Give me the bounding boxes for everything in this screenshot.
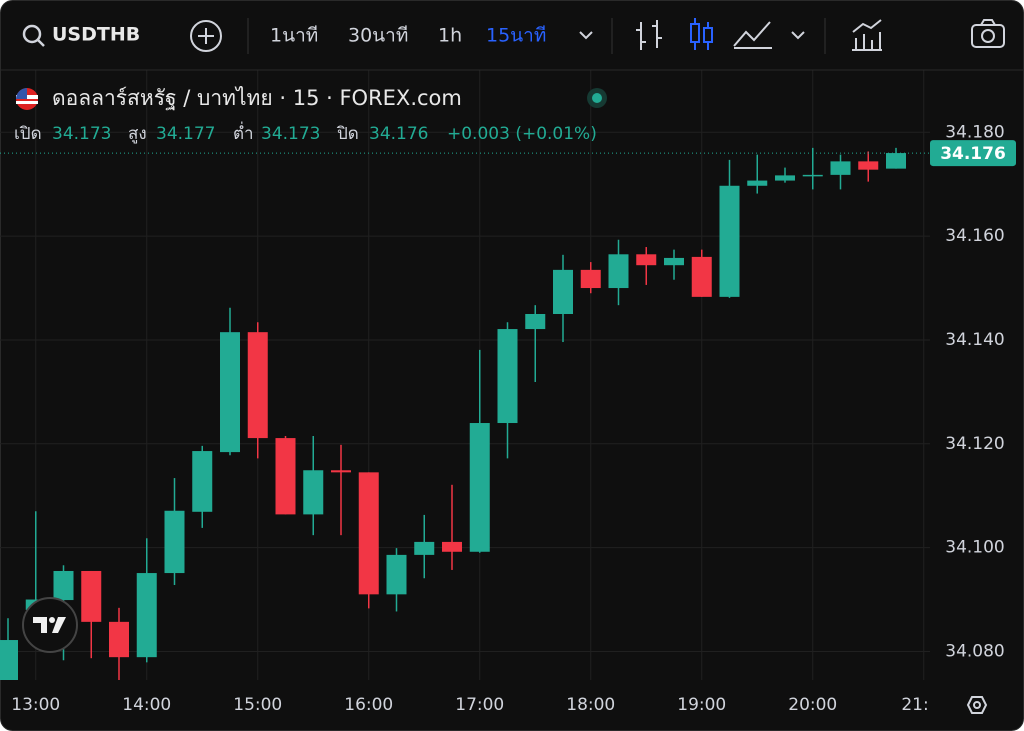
candle-body [608, 254, 629, 289]
candle-body [220, 332, 240, 453]
y-tick-label: 34.180 [945, 122, 1004, 142]
market-status-dot [592, 93, 602, 103]
area-style-button[interactable] [733, 21, 772, 49]
ohlc-value: 34.176 [369, 124, 428, 144]
ohlc-legend: เปิด 34.173 สูง 34.177 ต่ำ 34.173 ปิด 34.176 [14, 121, 428, 144]
candle-body [275, 438, 296, 515]
candle-body [580, 269, 601, 289]
y-tick-label: 34.080 [945, 641, 1004, 661]
intervals: 1นาที 30นาที 1h 15นาที [270, 25, 546, 47]
x-tick-label: 21: [901, 695, 928, 715]
interval[interactable]: 15นาที [486, 25, 546, 47]
candle-body [136, 573, 157, 658]
candle-body [303, 470, 324, 515]
indicators-button[interactable] [852, 19, 882, 51]
x-tick-label: 15:00 [233, 695, 282, 715]
search-button[interactable]: USDTHB [22, 24, 140, 47]
axes: 34.080 34.100 34.120 34.140 34.160 34.180 13:0… [11, 122, 1016, 715]
tradingview-logo[interactable] [22, 597, 78, 653]
add-symbol-button[interactable] [190, 20, 222, 52]
x-tick-label: 19:00 [677, 695, 726, 715]
x-tick-label: 13:00 [11, 695, 60, 715]
y-tick-label: 34.120 [945, 434, 1004, 454]
x-tick-label: 20:00 [788, 695, 837, 715]
ohlc-value: 34.173 [52, 124, 111, 144]
candle-body [719, 185, 740, 297]
candle-body [164, 510, 185, 574]
x-tick-label: 16:00 [344, 695, 393, 715]
interval[interactable]: 1นาที [270, 25, 318, 47]
candle-body [747, 180, 768, 186]
legend-title: ดอลลาร์สหรัฐ / บาทไทย · 15 · FOREX.com [52, 86, 462, 110]
symbol[interactable]: USDTHB [52, 24, 140, 46]
candle-body [775, 175, 795, 181]
change: +0.003 (+0.01%) [447, 124, 597, 144]
last-price-box [930, 140, 1016, 167]
candles-style-button[interactable] [690, 18, 713, 50]
candle-body [525, 314, 546, 330]
interval[interactable]: 1h [438, 25, 462, 47]
last-price-label: 34.176 [940, 144, 1006, 164]
candle-body [192, 451, 213, 512]
candle-body [442, 541, 462, 552]
interval[interactable]: 30นาที [348, 25, 408, 47]
ohlc-label: ต่ำ [233, 121, 254, 144]
interval-dropdown[interactable] [579, 31, 593, 40]
candle-body [53, 570, 74, 601]
candle-body [553, 269, 573, 314]
candle-body [830, 161, 851, 175]
settings-button[interactable] [966, 696, 988, 714]
snapshot-button[interactable] [971, 19, 1005, 48]
y-tick-label: 34.160 [945, 226, 1004, 246]
ohlc-value: 34.177 [156, 124, 215, 144]
ohlc-label: ปิด [336, 124, 359, 144]
bars-style-button[interactable] [636, 20, 662, 50]
x-tick-label: 18:00 [566, 695, 615, 715]
ohlc-label: สูง [128, 124, 147, 144]
ohlc-label: เปิด [14, 124, 42, 144]
candle-body [386, 554, 407, 595]
candle-body [691, 256, 712, 297]
candle-body [497, 329, 518, 424]
candle-body [81, 570, 102, 622]
candle-body [414, 541, 435, 555]
candle-body [469, 423, 490, 552]
symbol-flag [16, 88, 38, 110]
candle-body [109, 621, 129, 658]
candle-body [664, 257, 684, 266]
candle-body [858, 161, 879, 170]
candle-body [358, 472, 379, 595]
x-tick-label: 14:00 [122, 695, 171, 715]
candle-body [0, 640, 18, 680]
y-tick-label: 34.100 [945, 538, 1004, 558]
candle-body [886, 153, 906, 169]
candle-body [802, 174, 823, 177]
y-tick-label: 34.140 [945, 330, 1004, 350]
candle-body [247, 332, 268, 439]
ohlc-value: 34.173 [261, 124, 320, 144]
x-tick-label: 17:00 [455, 695, 504, 715]
candle-body [636, 254, 657, 266]
candle-body [331, 470, 351, 473]
style-dropdown[interactable] [791, 31, 805, 40]
